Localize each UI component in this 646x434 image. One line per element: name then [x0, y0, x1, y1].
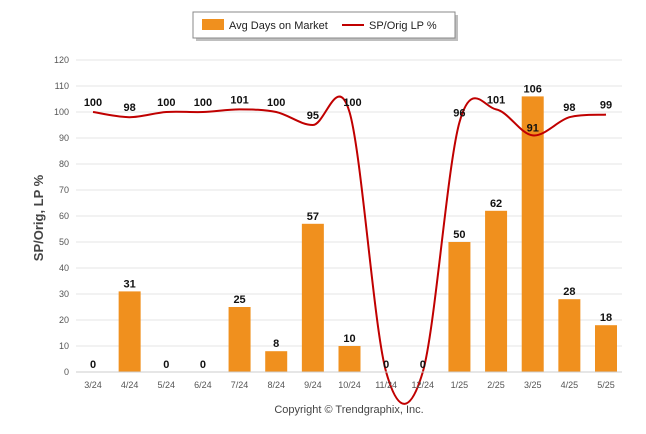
bar-value-label: 28 — [563, 286, 575, 298]
bar-value-label: 0 — [383, 359, 389, 371]
y-tick-label: 10 — [59, 341, 69, 351]
y-tick-label: 30 — [59, 289, 69, 299]
legend-bar-swatch — [202, 19, 224, 30]
x-tick-label: 3/25 — [524, 380, 542, 390]
x-tick-label: 2/25 — [487, 380, 505, 390]
bar-value-label: 18 — [600, 312, 612, 324]
bar — [301, 223, 324, 372]
y-axis-ticks: 0 10 20 30 40 50 60 70 80 90 100 110 120 — [54, 55, 69, 377]
legend-line-label: SP/Orig LP % — [369, 20, 437, 32]
bar — [521, 96, 544, 373]
line-value-label: 99 — [600, 100, 612, 112]
y-tick-label: 0 — [64, 367, 69, 377]
x-tick-label: 4/25 — [561, 380, 579, 390]
x-tick-label: 10/24 — [338, 380, 361, 390]
line-path — [92, 95, 607, 405]
bar-value-label: 31 — [124, 278, 136, 290]
x-tick-label: 11/24 — [375, 380, 397, 390]
x-tick-label: 5/25 — [597, 380, 615, 390]
y-tick-label: 90 — [59, 133, 69, 143]
legend-box — [192, 11, 456, 39]
y-tick-label: 70 — [59, 185, 69, 195]
x-tick-label: 9/24 — [304, 380, 322, 390]
x-tick-label: 8/24 — [267, 380, 285, 390]
bar-value-label: 50 — [453, 229, 465, 241]
x-tick-label: 5/24 — [158, 380, 176, 390]
y-tick-label: 80 — [59, 159, 69, 169]
line-value-label: 100 — [343, 97, 361, 109]
bar-value-label: 8 — [273, 338, 279, 350]
y-tick-label: 120 — [54, 55, 69, 65]
legend-bar-label: Avg Days on Market — [229, 20, 328, 32]
x-tick-label: 4/24 — [121, 380, 139, 390]
x-tick-label: 1/25 — [451, 380, 469, 390]
line-value-label: 101 — [230, 94, 248, 106]
y-tick-label: 50 — [59, 237, 69, 247]
bar-value-label: 62 — [490, 198, 502, 210]
y-tick-label: 110 — [55, 81, 69, 91]
x-axis-ticks: 3/24 4/24 5/24 6/24 7/24 8/24 9/24 10/24 11/24 12… — [84, 380, 615, 390]
y-tick-label: 40 — [59, 263, 69, 273]
bar-value-label: 0 — [420, 359, 426, 371]
x-tick-label: 3/24 — [84, 380, 102, 390]
line-value-label: 100 — [194, 97, 212, 109]
line-value-label: 91 — [527, 122, 539, 134]
line-value-label: 96 — [453, 107, 465, 119]
bar — [228, 307, 251, 372]
bar-value-label: 25 — [233, 294, 245, 306]
line-value-label: 95 — [307, 110, 319, 122]
y-tick-label: 100 — [54, 107, 69, 117]
y-tick-label: 60 — [59, 211, 69, 221]
line-series — [92, 95, 607, 405]
y-tick-label: 20 — [59, 315, 69, 325]
x-tick-label: 6/24 — [194, 380, 212, 390]
line-value-label: 100 — [157, 97, 175, 109]
bar-value-label: 106 — [524, 83, 542, 95]
bar-value-label: 57 — [307, 211, 319, 223]
bar-series — [118, 96, 617, 373]
bar-value-label: 0 — [90, 359, 96, 371]
line-value-label: 98 — [124, 102, 136, 114]
bar — [595, 325, 617, 372]
bar — [265, 351, 288, 372]
legend: Avg Days on Market SP/Orig LP % — [192, 11, 458, 41]
x-tick-label: 12/24 — [412, 380, 435, 390]
y-axis-label: SP/Orig, LP % — [31, 174, 46, 261]
line-value-label: 100 — [84, 97, 102, 109]
bar-value-label: 10 — [343, 333, 355, 345]
line-value-label: 100 — [267, 97, 285, 109]
bar — [558, 299, 581, 372]
bar-value-label: 0 — [163, 359, 169, 371]
line-data-labels: 100 98 100 100 101 100 95 100 96 101 91 98 99 — [84, 94, 612, 134]
bar — [118, 291, 141, 372]
line-value-label: 98 — [563, 102, 575, 114]
bar-value-label: 0 — [200, 359, 206, 371]
x-tick-label: 7/24 — [231, 380, 249, 390]
bar — [338, 346, 361, 372]
copyright-footer: Copyright © Trendgraphix, Inc. — [274, 404, 423, 416]
bar — [448, 242, 471, 372]
bar — [485, 210, 508, 372]
line-value-label: 101 — [487, 94, 505, 106]
